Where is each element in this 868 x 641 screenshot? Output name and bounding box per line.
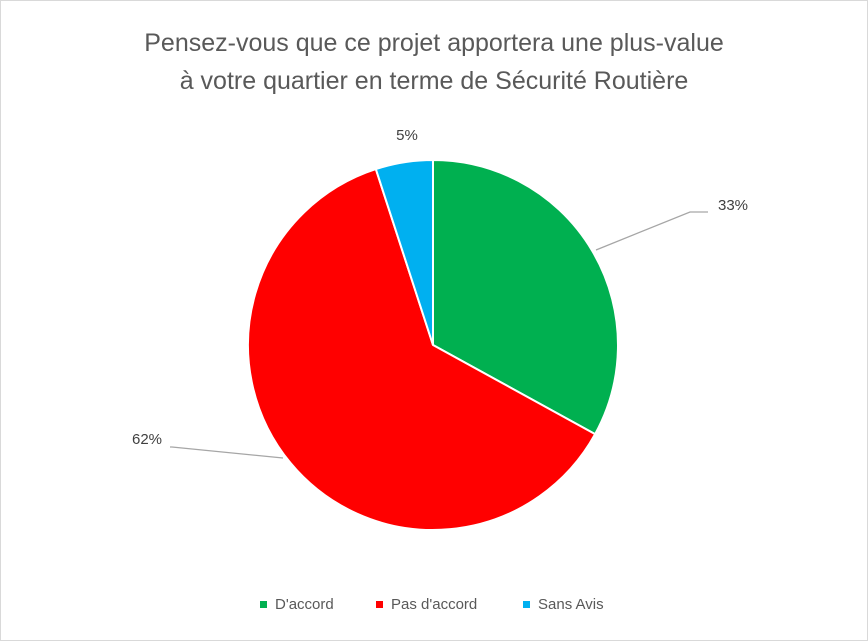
chart-title-line-1: Pensez-vous que ce projet apportera une … (144, 29, 724, 57)
chart-title-line-2: à votre quartier en terme de Sécurité Ro… (179, 67, 689, 95)
legend-label-sans-avis: Sans Avis (538, 596, 604, 613)
legend-swatch-sans-avis (523, 601, 530, 608)
chart-title: Pensez-vous que ce projet apportera une … (0, 24, 868, 100)
legend-swatch-daccord (260, 601, 267, 608)
legend-item-pas-daccord: Pas d'accord (376, 596, 477, 613)
legend-label-pas-daccord: Pas d'accord (391, 596, 478, 613)
leader-line-pas-daccord (170, 446, 284, 459)
data-label-pas-daccord: 62% (132, 431, 162, 448)
legend-item-daccord: D'accord (260, 596, 334, 613)
legend-label-daccord: D'accord (275, 596, 334, 613)
data-label-daccord: 33% (718, 197, 748, 214)
pie-slice-pas-daccord (247, 167, 597, 531)
pie-slice-sans-avis (374, 158, 434, 346)
pie-slice-daccord (432, 158, 619, 436)
leader-line-daccord (595, 211, 708, 251)
legend-swatch-pas-daccord (376, 601, 383, 608)
legend-item-sans-avis: Sans Avis (523, 596, 604, 613)
data-label-sans-avis: 5% (396, 127, 418, 144)
legend: D'accord Pas d'accord Sans Avis (0, 596, 868, 616)
